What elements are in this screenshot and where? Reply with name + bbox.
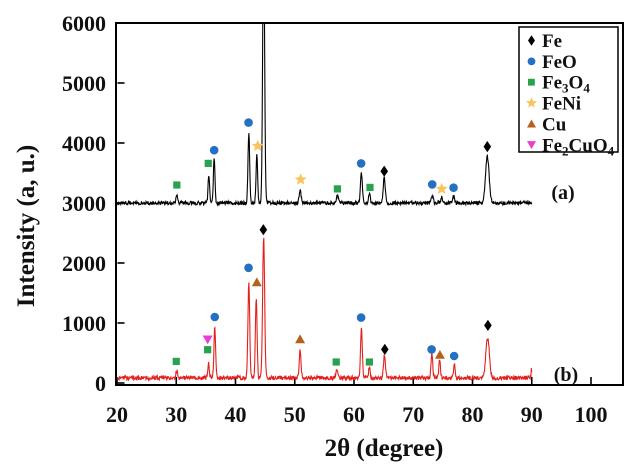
peak-marker-b-cu bbox=[295, 334, 306, 344]
peak-marker-b-fe3o4 bbox=[332, 358, 340, 366]
peak-marker-a-feo bbox=[427, 180, 437, 189]
legend-marker-star-icon bbox=[525, 97, 538, 108]
x-tick-label-30: 30 bbox=[165, 402, 187, 427]
legend-item-fe: Fe bbox=[528, 31, 562, 52]
legend-marker-square-icon bbox=[528, 78, 535, 86]
peak-marker-b-cu bbox=[434, 350, 445, 359]
peak-marker-a-feni bbox=[251, 139, 264, 152]
peak-marker-b-fe2cuo4 bbox=[202, 335, 213, 345]
peak-marker-a-fe bbox=[483, 141, 492, 153]
peak-marker-b-feo bbox=[449, 351, 459, 361]
x-tick-label-60: 60 bbox=[343, 402, 365, 427]
xrd-trace-b bbox=[117, 237, 533, 383]
peak-marker-b-fe3o4 bbox=[365, 358, 374, 366]
peak-marker-a-fe3o4 bbox=[333, 185, 342, 193]
peak-marker-b-feo bbox=[210, 312, 220, 322]
peak-marker-a-feo bbox=[356, 159, 366, 168]
series-label-a: (a) bbox=[551, 182, 574, 204]
legend-box bbox=[518, 26, 619, 153]
x-tick-label-70: 70 bbox=[402, 402, 424, 427]
x-tick-label-40: 40 bbox=[225, 402, 247, 427]
chart-generated-layer: 20 30 40 50 60 70 80 90 100010002000300040005000… bbox=[62, 11, 624, 427]
y-tick-label-1000: 1000 bbox=[62, 311, 106, 336]
x-tick-label-100: 100 bbox=[575, 402, 608, 427]
legend-item-feo: FeO bbox=[527, 52, 577, 73]
legend-label-fe: Fe bbox=[542, 31, 562, 52]
peak-marker-a-feo bbox=[244, 118, 253, 127]
y-axis-title: Intensity (a, u.) bbox=[13, 145, 40, 308]
y-tick-label-0: 0 bbox=[95, 371, 106, 396]
legend-item-feni: FeNi bbox=[525, 94, 581, 115]
x-tick-label-90: 90 bbox=[521, 402, 543, 427]
peak-marker-a-fe bbox=[380, 165, 389, 177]
peak-marker-b-feo bbox=[244, 263, 253, 273]
xrd-trace-a bbox=[117, 23, 533, 207]
legend-label-feo: FeO bbox=[542, 52, 577, 73]
peak-marker-b-feo bbox=[356, 313, 366, 322]
legend-label-feni: FeNi bbox=[542, 94, 581, 115]
peak-marker-b-fe3o4 bbox=[204, 346, 212, 354]
plot-border bbox=[115, 22, 624, 386]
legend-label-fe2cuo4: Fe2CuO4 bbox=[542, 135, 615, 158]
peak-marker-a-feni bbox=[435, 182, 448, 194]
legend-marker-circle-icon bbox=[527, 57, 536, 66]
peak-marker-b-fe bbox=[484, 319, 492, 331]
peak-marker-b-cu bbox=[251, 277, 262, 287]
legend-label-fe3o4: Fe3O4 bbox=[542, 73, 590, 96]
peak-marker-a-fe3o4 bbox=[173, 181, 181, 189]
peak-marker-b-feo bbox=[427, 345, 436, 354]
peak-marker-a-fe3o4 bbox=[366, 183, 374, 191]
series-label-b: (b) bbox=[554, 364, 578, 386]
y-tick-label-2000: 2000 bbox=[62, 251, 106, 276]
y-tick-label-4000: 4000 bbox=[62, 131, 106, 156]
x-tick-label-50: 50 bbox=[284, 402, 306, 427]
y-tick-label-5000: 5000 bbox=[62, 71, 106, 96]
peak-marker-a-feo bbox=[449, 183, 458, 192]
y-tick-label-3000: 3000 bbox=[62, 191, 106, 216]
legend-item-fe3o4: Fe3O4 bbox=[528, 73, 590, 96]
peak-marker-a-feo bbox=[209, 145, 219, 155]
legend-marker-triangle-down-icon bbox=[527, 141, 536, 150]
peak-marker-b-fe3o4 bbox=[172, 357, 180, 365]
y-tick-label-6000: 6000 bbox=[62, 11, 106, 36]
legend-item-cu: Cu bbox=[527, 114, 567, 135]
legend-item-fe2cuo4: Fe2CuO4 bbox=[527, 135, 615, 158]
peak-marker-a-feni bbox=[294, 173, 307, 185]
peak-marker-b-fe bbox=[259, 224, 268, 236]
legend-label-cu: Cu bbox=[542, 114, 567, 135]
legend-marker-diamond-icon bbox=[528, 35, 535, 46]
peak-marker-a-fe3o4 bbox=[204, 159, 212, 167]
x-axis-title: 2θ (degree) bbox=[325, 435, 444, 462]
legend-marker-triangle-up-icon bbox=[527, 119, 536, 128]
peak-marker-b-fe bbox=[381, 343, 389, 355]
x-tick-label-80: 80 bbox=[462, 402, 484, 427]
x-tick-label-20: 20 bbox=[106, 402, 128, 427]
